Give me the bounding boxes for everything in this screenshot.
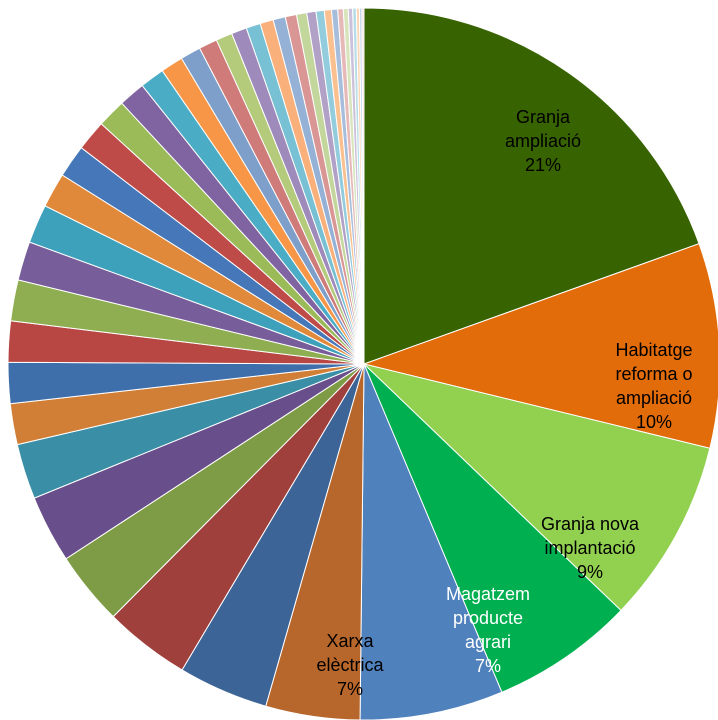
slice-label-0: Granja ampliació 21% <box>505 105 581 177</box>
slice-label-line: 21% <box>525 155 562 175</box>
slice-label-line: 10% <box>636 412 673 432</box>
slice-label-2: Granja nova implantació 9% <box>541 512 639 584</box>
pie-slice-0 <box>363 7 700 365</box>
slice-label-line: Xarxa <box>326 631 374 651</box>
slice-label-3: Magatzem producte agrari 7% <box>446 582 530 678</box>
slice-label-line: elèctrica <box>316 655 384 675</box>
pie-slice-1 <box>362 243 718 449</box>
slice-label-line: 7% <box>475 656 502 676</box>
slice-label-line: ampliació <box>616 388 693 408</box>
slice-label-4: Xarxa elèctrica 7% <box>317 629 384 701</box>
slice-label-line: reforma o <box>615 364 693 384</box>
slice-label-line: Magatzem <box>446 584 531 604</box>
slice-label-line: 9% <box>577 562 604 582</box>
pie-slice-2 <box>362 363 711 612</box>
slice-label-line: agrari <box>465 632 512 652</box>
slice-label-line: producte <box>452 608 524 628</box>
pie-slice-3 <box>363 363 622 693</box>
slice-label-line: Granja <box>516 107 571 127</box>
pie-slices <box>7 7 718 720</box>
slice-label-line: implantació <box>544 538 636 558</box>
pie-slice-43 <box>361 7 365 365</box>
slice-label-line: Habitatge <box>615 340 693 360</box>
slice-label-1: Habitatge reforma o ampliació 10% <box>616 338 693 434</box>
slice-label-line: 7% <box>337 679 364 699</box>
slice-label-line: ampliació <box>505 131 582 151</box>
slice-label-line: Granja nova <box>541 514 640 534</box>
